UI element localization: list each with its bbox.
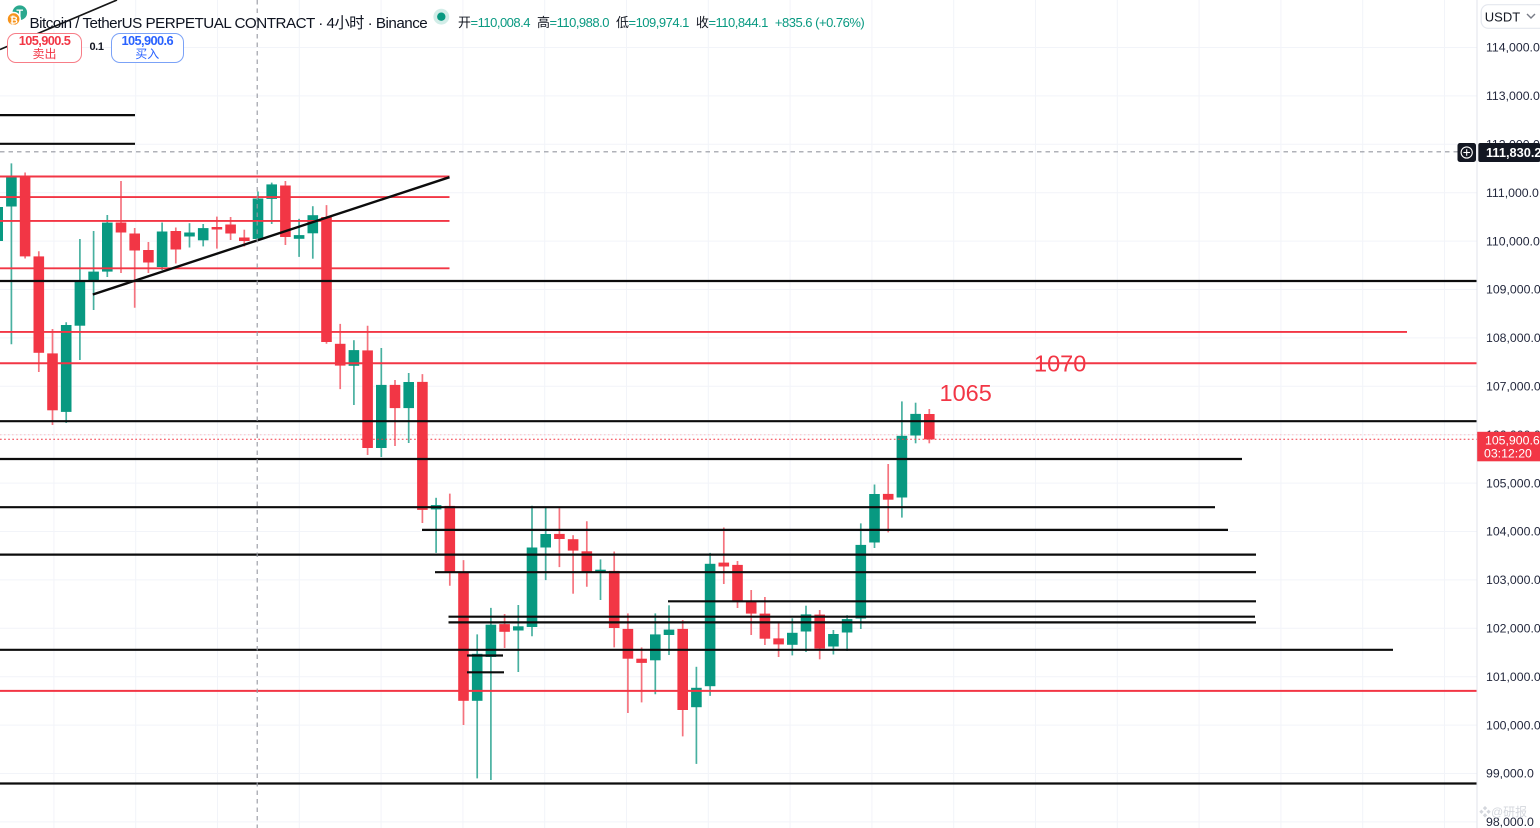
svg-text:102,000.0: 102,000.0: [1486, 622, 1540, 636]
svg-text:99,000.0: 99,000.0: [1486, 767, 1534, 781]
svg-text:105,000.0: 105,000.0: [1486, 476, 1540, 490]
svg-text:113,000.0: 113,000.0: [1486, 89, 1540, 103]
svg-text:103,000.0: 103,000.0: [1486, 573, 1540, 587]
svg-text:109,000.0: 109,000.0: [1486, 283, 1540, 297]
svg-text:101,000.0: 101,000.0: [1486, 670, 1540, 684]
svg-text:110,000.0: 110,000.0: [1486, 234, 1540, 248]
svg-text:111,830.2: 111,830.2: [1486, 145, 1540, 160]
svg-text:108,000.0: 108,000.0: [1486, 331, 1540, 345]
svg-text:03:12:20: 03:12:20: [1484, 447, 1532, 461]
svg-text:USDT: USDT: [1485, 9, 1520, 24]
svg-text:107,000.0: 107,000.0: [1486, 380, 1540, 394]
svg-text:98,000.0: 98,000.0: [1486, 815, 1534, 828]
svg-text:105,900.6: 105,900.6: [1485, 434, 1540, 448]
svg-text:111,000.0: 111,000.0: [1486, 186, 1539, 200]
svg-text:1065: 1065: [940, 380, 992, 406]
svg-text:100,000.0: 100,000.0: [1486, 718, 1540, 732]
svg-text:1070: 1070: [1034, 351, 1086, 377]
svg-text:104,000.0: 104,000.0: [1486, 525, 1540, 539]
svg-text:❖@研报: ❖@研报: [1479, 804, 1527, 819]
svg-text:114,000.0: 114,000.0: [1486, 41, 1540, 55]
